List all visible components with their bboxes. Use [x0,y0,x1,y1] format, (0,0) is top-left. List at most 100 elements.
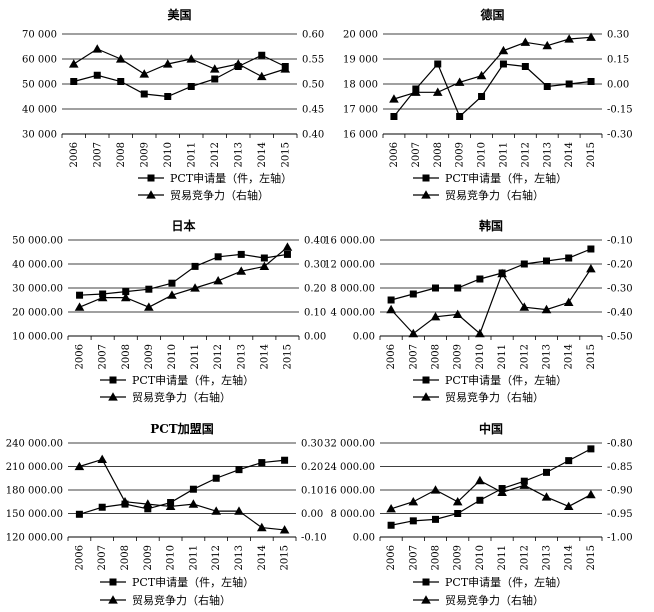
left-tick-label: 12 000.00 [324,260,375,271]
triangle-marker [408,328,419,338]
triangle-marker [259,261,270,270]
pct-series [390,60,595,120]
triangle-marker [408,496,419,506]
left-tick-label: 70 000 [22,30,57,41]
chart-title: 韩国 [479,218,503,233]
square-marker [587,445,595,453]
x-tick-label: 2014 [564,545,575,570]
left-tick-label: 150 000.00 [6,509,63,520]
right-tick-label: -0.95 [607,509,633,520]
left-tick-label: 8 000.00 [330,284,375,295]
x-tick-label: 2008 [431,545,442,570]
chart-title: PCT加盟国 [150,421,214,436]
x-tick-label: 2007 [408,344,419,369]
square-marker [565,80,573,88]
x-tick-label: 2007 [97,545,108,570]
legend-trade-label: 贸易竞争力（右轴） [132,593,231,607]
x-tick-label: 2010 [475,344,486,369]
square-marker [258,459,266,467]
triangle-marker [541,492,552,501]
right-tick-label: -0.30 [607,130,633,141]
x-tick-label: 2009 [143,545,154,570]
square-marker [387,296,395,304]
right-tick-label: 0.30 [304,260,326,271]
x-tick-label: 2010 [167,344,178,369]
series-line [73,48,286,78]
x-tick-label: 2006 [386,545,397,570]
triangle-marker [97,454,107,464]
x-tick-label: 2008 [433,142,444,167]
triangle-marker [541,304,552,314]
x-tick-label: 2006 [386,344,397,369]
left-tick-label: 16 000.00 [324,486,375,497]
right-tick-label: -0.40 [607,308,633,319]
triangle-marker [411,87,421,96]
right-tick-label: 0.15 [607,55,629,66]
chart-panel-2: 德国 16 000 -0.30 17 000 -0.15 18 000 0.00 19 000… [343,7,633,202]
triangle-marker [115,54,126,63]
left-tick-label: 240 000.00 [6,439,63,450]
triangle-marker [236,266,247,275]
x-tick-label: 2012 [520,142,531,167]
square-marker [76,291,84,299]
square-marker [432,284,439,292]
square-marker [189,485,197,493]
legend-trade-label: 贸易竞争力（右轴） [132,390,231,404]
left-tick-label: 8 000.00 [330,509,375,520]
left-tick-label: 32 000.00 [324,439,375,450]
triangle-marker [497,487,507,496]
left-tick-label: 210 000.00 [6,462,63,473]
x-tick-label: 2007 [411,142,422,167]
square-marker [587,245,595,253]
legend-trade-label: 贸易竞争力（右轴） [170,188,269,202]
x-tick-label: 2011 [498,142,509,167]
triangle-marker [211,506,221,515]
right-tick-label: 0.40 [302,130,324,141]
square-marker [587,78,595,85]
square-marker [260,254,268,262]
x-tick-label: 2011 [190,344,201,369]
trade-series [68,44,291,81]
right-tick-label: -0.80 [607,439,633,450]
legend: PCT申请量（件，左轴） 贸易竞争力（右轴） [138,171,292,202]
square-marker [140,90,148,98]
x-tick-label: 2012 [519,545,530,570]
x-tick-label: 2006 [74,545,85,570]
right-tick-label: -0.20 [607,260,633,271]
legend-triangle-marker [421,392,431,401]
right-tick-label: 0.20 [301,462,323,473]
triangle-marker [452,496,463,506]
legend-square-marker [109,376,117,384]
pct-series [387,245,595,304]
series-line [393,36,592,100]
trade-series [386,264,596,338]
right-tick-label: -0.15 [607,105,633,116]
triangle-marker [389,94,399,103]
left-tick-label: 24 000.00 [324,462,375,473]
square-marker [168,279,176,287]
square-marker [476,496,484,504]
x-tick-label: 2006 [69,142,80,167]
left-tick-label: 180 000.00 [6,486,63,497]
x-tick-label: 2006 [75,344,86,369]
triangle-marker [256,71,267,81]
x-tick-label: 2010 [163,142,174,167]
left-tick-label: 0.00 [353,332,375,343]
chart-title: 日本 [171,218,195,233]
x-tick-label: 2015 [586,545,597,570]
x-tick-label: 2015 [586,142,597,167]
triangle-marker [497,268,507,278]
x-tick-label: 2009 [455,142,466,167]
x-tick-label: 2013 [542,545,553,570]
right-tick-label: -0.50 [607,332,633,343]
left-tick-label: 30 000.00 [12,284,63,295]
square-marker [122,288,130,296]
square-marker [543,257,550,265]
x-tick-label: 2015 [280,545,291,570]
left-tick-label: 50 000 [22,80,57,91]
x-tick-label: 2010 [477,142,488,167]
legend: PCT申请量（件，左轴） 贸易竞争力（右轴） [413,373,567,404]
legend-triangle-marker [421,190,431,199]
x-tick-label: 2013 [234,545,245,570]
left-tick-label: 120 000.00 [6,533,63,544]
